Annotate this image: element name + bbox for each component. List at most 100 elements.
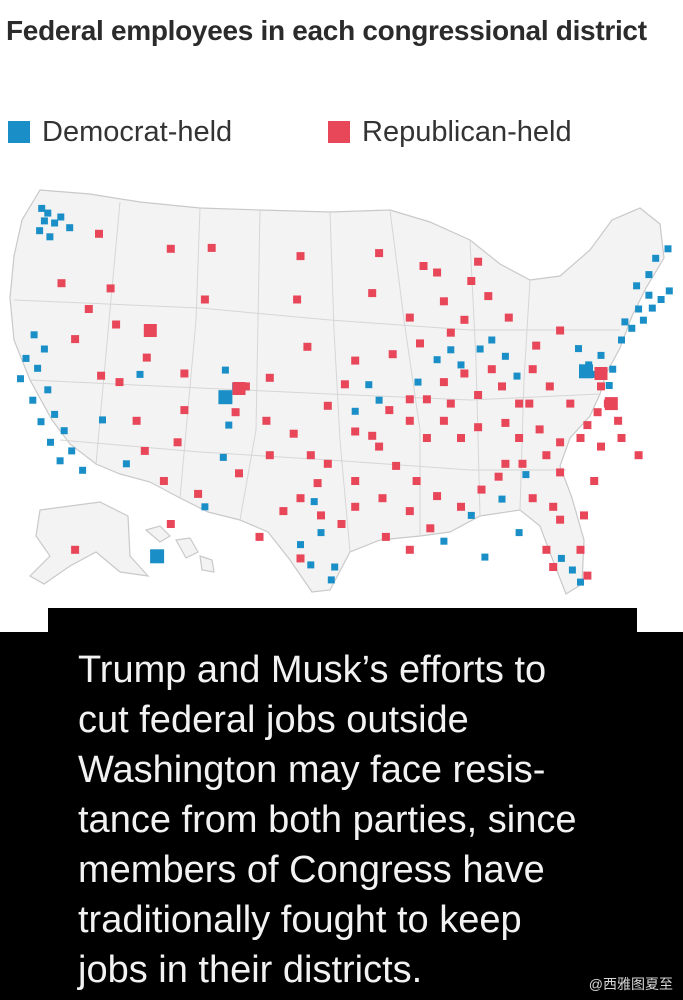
republican-district-marker bbox=[525, 399, 534, 408]
democrat-district-marker bbox=[34, 364, 42, 372]
republican-district-marker bbox=[439, 378, 448, 387]
republican-district-marker bbox=[296, 494, 305, 503]
republican-district-marker bbox=[289, 429, 298, 438]
democrat-district-marker bbox=[414, 378, 422, 386]
republican-district-marker bbox=[159, 477, 168, 485]
republican-district-marker bbox=[446, 399, 455, 408]
democrat-district-marker bbox=[645, 291, 653, 299]
democrat-district-marker bbox=[79, 466, 87, 474]
republican-district-marker bbox=[474, 423, 483, 432]
democrat-district-marker bbox=[136, 370, 144, 378]
democrat-district-marker bbox=[29, 396, 37, 404]
republican-district-marker bbox=[412, 477, 421, 485]
democrat-district-marker-large bbox=[218, 390, 233, 405]
republican-district-marker bbox=[385, 406, 394, 415]
republican-district-marker-large bbox=[594, 367, 608, 380]
republican-district-marker bbox=[515, 434, 524, 442]
republican-district-marker bbox=[97, 371, 106, 380]
republican-district-marker bbox=[484, 292, 493, 301]
republican-district-marker bbox=[388, 350, 397, 359]
republican-district-marker bbox=[173, 438, 182, 447]
republican-district-markers bbox=[57, 229, 643, 580]
republican-district-marker bbox=[255, 532, 264, 541]
republican-district-marker bbox=[296, 252, 305, 261]
republican-district-marker bbox=[580, 511, 588, 520]
republican-district-marker bbox=[597, 442, 605, 451]
republican-district-marker bbox=[265, 451, 274, 460]
democrat-district-marker bbox=[575, 345, 582, 353]
republican-district-marker bbox=[405, 416, 414, 425]
republican-district-marker-large bbox=[232, 382, 246, 395]
republican-district-marker bbox=[112, 320, 121, 329]
democrat-district-marker bbox=[639, 316, 647, 324]
republican-district-marker bbox=[583, 571, 592, 580]
republican-district-marker bbox=[457, 434, 465, 442]
republican-district-marker bbox=[84, 305, 93, 313]
democrat-district-marker bbox=[40, 345, 48, 353]
republican-district-marker bbox=[375, 442, 384, 451]
republican-district-marker bbox=[590, 477, 599, 485]
democrat-district-marker bbox=[331, 563, 339, 571]
democrat-district-marker bbox=[635, 305, 643, 313]
republican-district-marker bbox=[262, 416, 271, 425]
democrat-district-marker bbox=[605, 382, 613, 389]
republican-district-marker bbox=[498, 382, 506, 391]
democrat-district-marker bbox=[645, 271, 653, 279]
republican-district-marker bbox=[405, 507, 414, 516]
republican-district-marker bbox=[95, 229, 103, 238]
democrat-district-marker bbox=[633, 282, 641, 290]
republican-district-marker bbox=[422, 434, 431, 442]
democrat-district-marker bbox=[652, 254, 660, 262]
caption-line: tance from both parties, since bbox=[78, 799, 577, 841]
republican-district-marker bbox=[351, 502, 360, 511]
republican-district-marker bbox=[71, 335, 80, 344]
democrat-district-marker bbox=[327, 576, 335, 584]
democrat-district-marker bbox=[618, 336, 625, 344]
republican-district-marker bbox=[416, 339, 424, 348]
republican-district-marker bbox=[474, 391, 483, 399]
republican-district-marker bbox=[566, 399, 575, 408]
republican-district-marker bbox=[405, 545, 414, 554]
republican-district-marker bbox=[593, 408, 602, 417]
republican-district-marker bbox=[617, 434, 626, 442]
republican-district-marker bbox=[556, 468, 565, 477]
alaska-shape bbox=[29, 501, 150, 585]
republican-district-marker bbox=[265, 373, 274, 382]
republican-district-marker bbox=[180, 369, 189, 378]
us-map bbox=[0, 180, 683, 610]
democrat-district-marker bbox=[317, 529, 325, 537]
democrat-district-marker bbox=[577, 578, 584, 586]
republican-district-marker bbox=[556, 438, 565, 447]
republican-district-marker bbox=[279, 507, 288, 516]
republican-district-marker bbox=[115, 378, 124, 387]
republican-district-marker bbox=[351, 356, 360, 365]
republican-district-marker bbox=[515, 399, 524, 408]
legend-item-republican: Republican-held bbox=[328, 112, 572, 152]
republican-district-marker bbox=[542, 451, 551, 460]
republican-district-marker bbox=[439, 416, 448, 425]
republican-district-marker bbox=[313, 479, 322, 488]
republican-district-marker bbox=[140, 446, 149, 455]
republican-district-marker bbox=[597, 382, 605, 391]
democrat-district-marker bbox=[488, 336, 496, 344]
caption-line: traditionally fought to keep bbox=[78, 899, 522, 941]
legend-item-democrat: Democrat-held bbox=[8, 112, 232, 152]
republican-district-marker bbox=[317, 511, 325, 520]
republican-district-marker bbox=[446, 328, 455, 337]
democrat-district-marker bbox=[665, 287, 673, 295]
republican-district-marker bbox=[494, 472, 503, 481]
republican-district-marker bbox=[474, 257, 483, 266]
caption-notch-right bbox=[637, 608, 683, 632]
democrat-district-marker bbox=[57, 213, 65, 221]
republican-district-marker bbox=[392, 461, 401, 470]
republican-district-marker bbox=[235, 469, 243, 478]
democrat-swatch bbox=[8, 121, 30, 143]
democrat-district-marker bbox=[522, 471, 530, 479]
caption-line: jobs in their districts. bbox=[78, 949, 423, 991]
caption-notch-left bbox=[0, 608, 48, 632]
caption-background bbox=[0, 608, 683, 1000]
democrat-district-marker bbox=[498, 495, 506, 503]
democrat-district-marker bbox=[46, 233, 54, 241]
democrat-district-marker bbox=[307, 561, 315, 569]
republican-district-marker bbox=[532, 341, 541, 350]
